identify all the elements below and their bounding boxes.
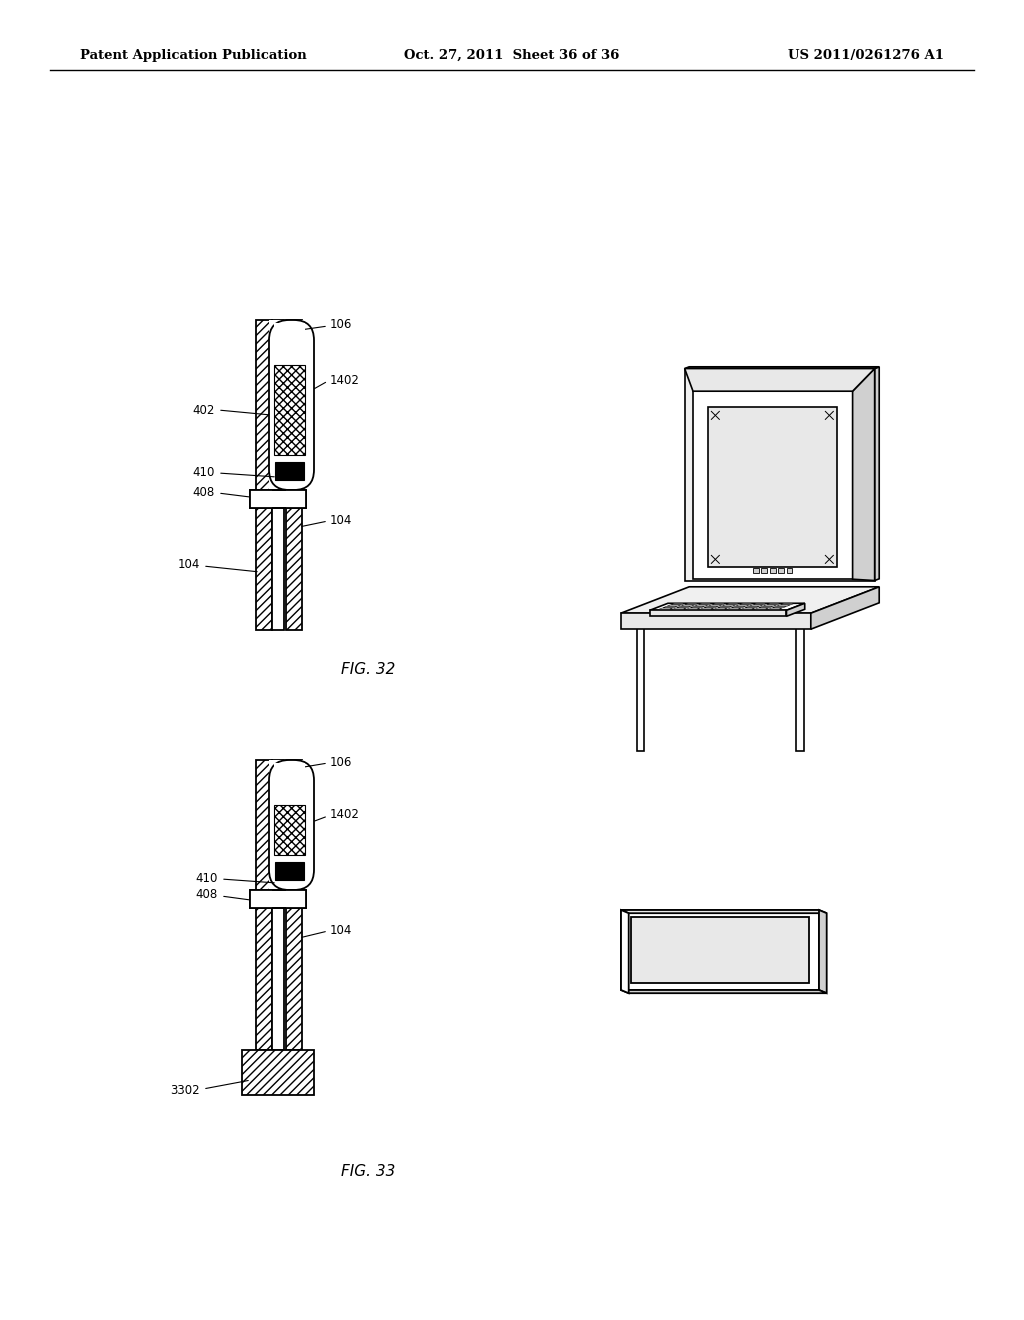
Bar: [274, 323, 305, 366]
Text: 402: 402: [193, 404, 215, 417]
Text: FIG. 32: FIG. 32: [341, 663, 395, 677]
Bar: [256, 760, 272, 1049]
Bar: [286, 760, 302, 1049]
Polygon shape: [649, 603, 805, 610]
Text: 104: 104: [330, 513, 352, 527]
Bar: [269, 319, 314, 490]
Polygon shape: [778, 569, 784, 573]
FancyBboxPatch shape: [269, 760, 314, 890]
Polygon shape: [819, 909, 826, 993]
Text: FIG. 33: FIG. 33: [341, 1164, 395, 1180]
Text: 408: 408: [193, 486, 215, 499]
Bar: [286, 319, 302, 630]
Polygon shape: [685, 368, 874, 391]
Polygon shape: [762, 569, 767, 573]
Polygon shape: [786, 569, 793, 573]
Polygon shape: [770, 569, 775, 573]
Text: Oct. 27, 2011  Sheet 36 of 36: Oct. 27, 2011 Sheet 36 of 36: [404, 49, 620, 62]
Bar: [275, 462, 304, 480]
Polygon shape: [853, 368, 874, 581]
Bar: [286, 490, 306, 508]
Polygon shape: [631, 917, 809, 982]
Bar: [274, 805, 305, 855]
Bar: [272, 760, 284, 1049]
Bar: [286, 890, 306, 908]
Bar: [250, 890, 306, 908]
Bar: [250, 890, 272, 908]
Bar: [274, 366, 305, 455]
Bar: [242, 1049, 314, 1096]
Text: 1402: 1402: [330, 808, 359, 821]
Text: Patent Application Publication: Patent Application Publication: [80, 49, 307, 62]
Polygon shape: [637, 611, 644, 751]
Bar: [256, 319, 272, 630]
Text: 3302: 3302: [170, 1084, 200, 1097]
Polygon shape: [708, 408, 837, 568]
Bar: [274, 763, 305, 805]
Polygon shape: [685, 368, 874, 581]
Text: 410: 410: [193, 466, 215, 479]
Text: US 2011/0261276 A1: US 2011/0261276 A1: [788, 49, 944, 62]
Polygon shape: [685, 367, 880, 368]
Text: 104: 104: [177, 558, 200, 572]
Bar: [250, 890, 306, 908]
Polygon shape: [811, 587, 880, 630]
Polygon shape: [621, 587, 880, 614]
Bar: [269, 760, 314, 890]
Bar: [250, 490, 306, 508]
Text: 410: 410: [196, 871, 218, 884]
Polygon shape: [786, 603, 805, 616]
Text: 106: 106: [330, 318, 352, 331]
Bar: [250, 490, 272, 508]
Polygon shape: [649, 610, 786, 616]
Bar: [250, 490, 306, 508]
Bar: [275, 862, 304, 880]
Polygon shape: [621, 990, 826, 993]
Polygon shape: [693, 391, 853, 579]
FancyBboxPatch shape: [269, 319, 314, 490]
Polygon shape: [797, 611, 804, 751]
Polygon shape: [621, 909, 629, 993]
Polygon shape: [753, 569, 759, 573]
Polygon shape: [621, 909, 826, 913]
Polygon shape: [874, 367, 880, 581]
Text: 104: 104: [330, 924, 352, 936]
Text: 408: 408: [196, 888, 218, 902]
Polygon shape: [621, 909, 819, 990]
Text: 106: 106: [330, 755, 352, 768]
Polygon shape: [621, 614, 811, 630]
Bar: [272, 319, 284, 630]
Text: 1402: 1402: [330, 374, 359, 387]
